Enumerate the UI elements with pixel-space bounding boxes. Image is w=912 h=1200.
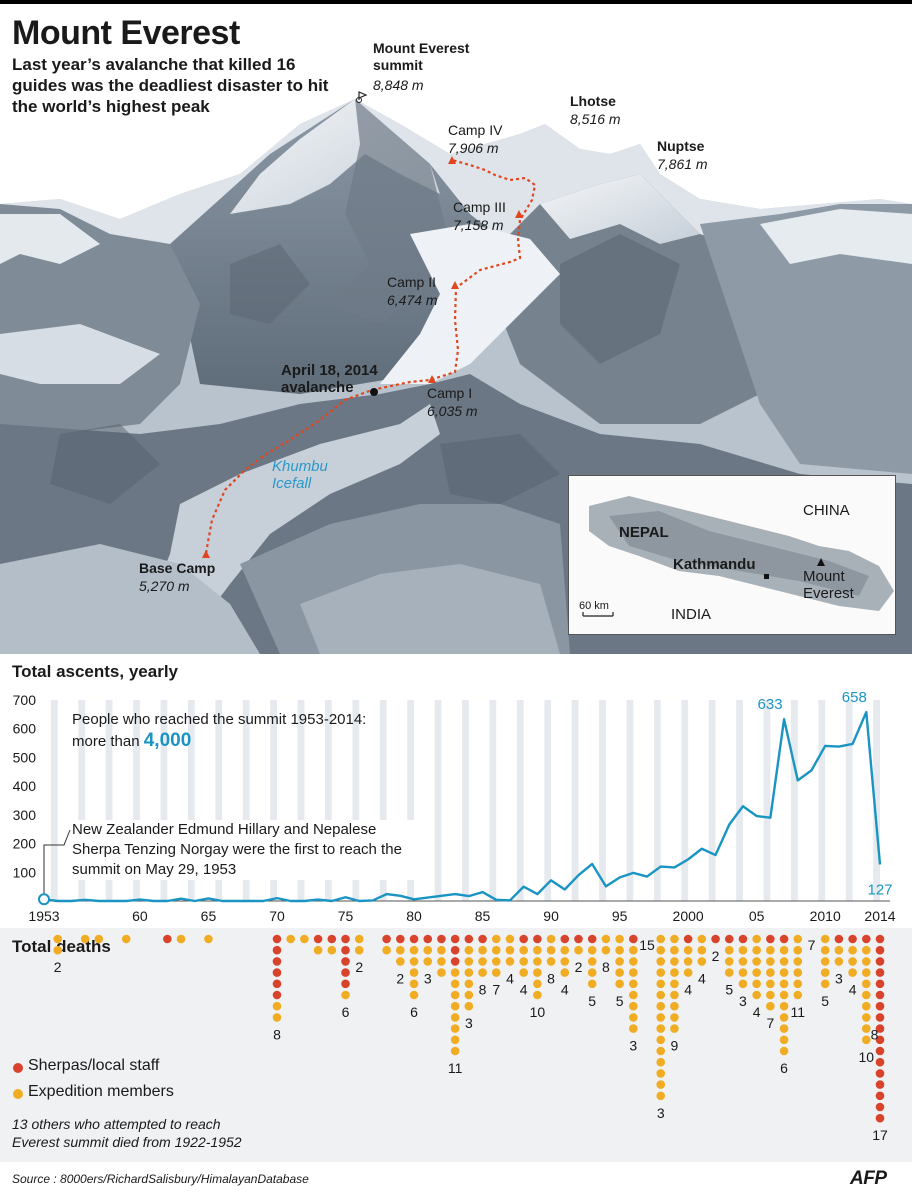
climbing-route — [202, 91, 537, 558]
map-label-nepal: NEPAL — [619, 524, 669, 541]
year-stripe — [462, 700, 469, 901]
camp3-label: Camp III — [453, 199, 506, 215]
nuptse-label: Nuptse — [657, 138, 705, 154]
x-tick-label: 75 — [338, 908, 354, 924]
camp3-marker-icon — [515, 210, 523, 218]
year-stripe — [516, 700, 524, 901]
source-note: Source : 8000ers/RichardSalisbury/Himala… — [12, 1172, 309, 1186]
x-tick-label: 95 — [612, 908, 628, 924]
first-ascent-point — [38, 893, 50, 906]
year-stripe — [763, 700, 771, 901]
avalanche-marker-icon — [370, 388, 378, 396]
map-label-india: INDIA — [671, 606, 712, 623]
year-stripe — [434, 700, 442, 901]
summit-altitude: 8,848 m — [373, 77, 424, 93]
year-stripe — [50, 700, 58, 901]
legend-expedition-dot-icon — [13, 1089, 23, 1099]
inset-map: CHINA NEPAL Kathmandu Mount Everest INDI… — [568, 475, 896, 635]
x-tick-label: 2000 — [673, 908, 704, 924]
afp-logo: AFP — [850, 1168, 887, 1189]
camp4-marker-icon — [448, 156, 456, 164]
first-ascent-leader — [43, 829, 71, 895]
year-stripe — [845, 700, 853, 901]
y-tick-label: 600 — [13, 721, 37, 737]
total-summit-note-line1: People who reached the summit 1953-2014: — [72, 711, 367, 728]
y-tick-label: 100 — [13, 864, 37, 880]
legend-sherpa-dot-icon — [13, 1063, 23, 1073]
year-stripe — [544, 700, 552, 901]
x-tick-label: 05 — [749, 908, 765, 924]
summit-marker-icon — [356, 97, 362, 103]
camp4-label: Camp IV — [448, 122, 503, 138]
camp4-altitude: 7,906 m — [448, 140, 499, 156]
camp2-label: Camp II — [387, 274, 437, 290]
nuptse-altitude: 7,861 m — [657, 156, 708, 172]
total-summit-value: 4,000 — [143, 730, 192, 751]
icefall-label: Khumbu Icefall — [272, 458, 328, 492]
year-stripe — [873, 700, 880, 901]
camp2-altitude: 6,474 m — [387, 292, 438, 308]
total-summit-note-line2: more than 4,000 — [72, 731, 191, 752]
deaths-panel — [0, 928, 912, 1162]
x-tick-label: 80 — [406, 908, 422, 924]
year-stripe — [708, 700, 716, 901]
camp1-marker-icon — [428, 375, 436, 383]
y-tick-label: 500 — [13, 749, 37, 765]
deaths-chart-title: Total deaths — [12, 937, 111, 956]
last-2014-label: 127 — [867, 882, 892, 899]
peak-2007-label: 633 — [758, 696, 783, 713]
camp3-altitude: 7,158 m — [453, 217, 504, 233]
map-scale-label: 60 km — [579, 600, 609, 612]
base-camp-marker-icon — [202, 550, 210, 558]
y-tick-label: 300 — [13, 807, 37, 823]
map-label-kathmandu: Kathmandu — [673, 556, 756, 573]
year-stripe — [599, 700, 606, 901]
year-stripe — [626, 700, 634, 901]
footnote-line1: 13 others who attempted to reach — [12, 1116, 221, 1132]
footnote-line2: Everest summit died from 1922-1952 — [12, 1134, 242, 1150]
page-title: Mount Everest — [12, 14, 240, 52]
x-tick-label: 2010 — [810, 908, 841, 924]
total-summit-prefix: more than — [72, 733, 140, 750]
x-tick-label: 2014 — [864, 908, 895, 924]
first-ascent-note: New Zealander Edmund Hillary and Nepales… — [72, 820, 422, 880]
lhotse-label: Lhotse — [570, 93, 616, 109]
year-stripe — [681, 700, 689, 901]
nepal-map-shape — [582, 496, 894, 617]
year-stripe — [818, 700, 826, 901]
x-tick-label: 65 — [201, 908, 217, 924]
x-tick-label: 1953 — [28, 908, 59, 924]
base-camp-altitude: 5,270 m — [139, 578, 190, 594]
summit-label: Mount Everest summit — [373, 40, 470, 73]
ascents-chart-title: Total ascents, yearly — [12, 662, 178, 681]
legend-sherpa-label: Sherpas/local staff — [28, 1057, 160, 1074]
summit-flag-icon — [358, 91, 368, 100]
camp1-label: Camp I — [427, 385, 473, 401]
year-stripe — [489, 700, 497, 901]
avalanche-label: April 18, 2014 avalanche — [281, 362, 378, 396]
legend-expedition-label: Expedition members — [28, 1083, 174, 1100]
year-stripe — [790, 700, 798, 901]
x-tick-label: 70 — [269, 908, 285, 924]
y-tick-label: 400 — [13, 778, 37, 794]
x-tick-label: 90 — [543, 908, 559, 924]
year-stripe — [736, 700, 743, 901]
map-label-china: CHINA — [803, 502, 850, 519]
y-tick-label: 200 — [13, 836, 37, 852]
camp2-marker-icon — [451, 281, 459, 289]
y-tick-label: 700 — [13, 692, 37, 708]
base-camp-label: Base Camp — [139, 560, 216, 576]
camp1-altitude: 6,035 m — [427, 403, 478, 419]
lhotse-altitude: 8,516 m — [570, 111, 621, 127]
peak-2013-label: 658 — [842, 689, 867, 706]
year-stripe — [653, 700, 661, 901]
map-label-everest: Mount Everest — [803, 568, 854, 602]
page-subtitle: Last year’s avalanche that killed 16 gui… — [12, 55, 329, 116]
x-tick-label: 85 — [475, 908, 491, 924]
x-tick-label: 60 — [132, 908, 148, 924]
top-rule — [0, 0, 912, 4]
year-stripe — [571, 700, 579, 901]
